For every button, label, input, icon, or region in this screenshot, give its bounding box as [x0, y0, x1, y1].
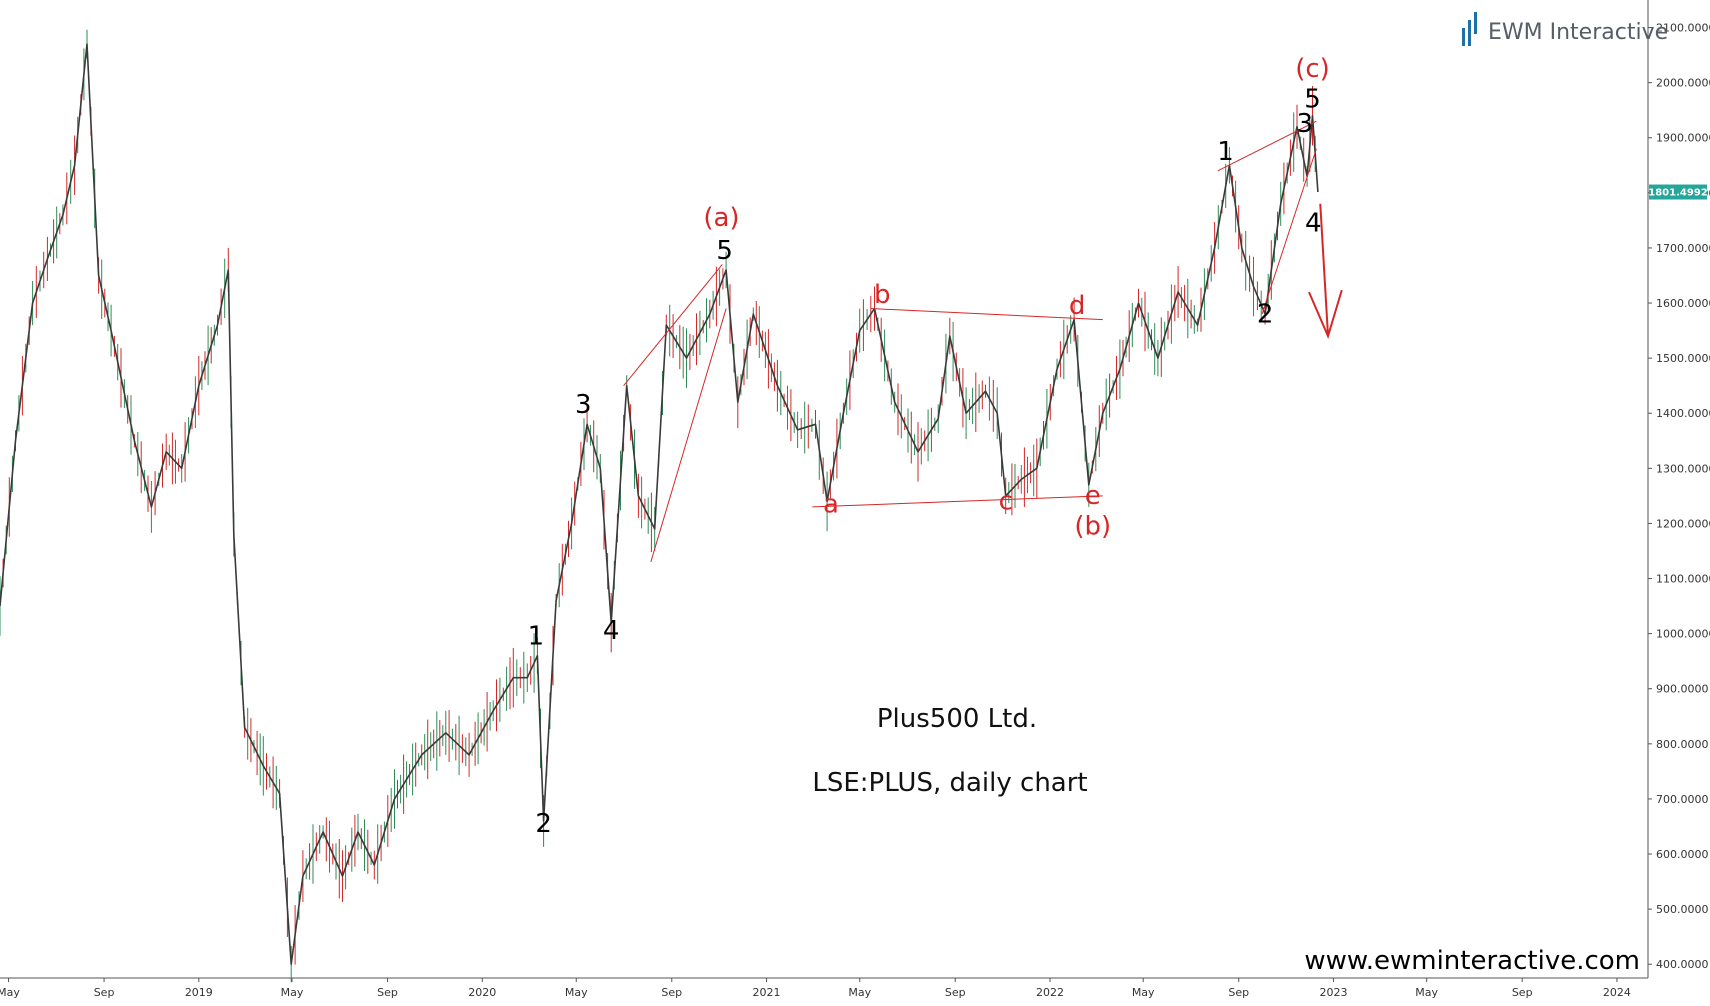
- time-tick-label: Sep: [945, 986, 966, 999]
- price-line: [0, 43, 1319, 965]
- brand-logo-text: EWM Interactive: [1488, 20, 1668, 45]
- wave-trendline: [812, 495, 1103, 508]
- wave-label: (c): [1295, 54, 1330, 84]
- wave-label: 5: [716, 236, 733, 266]
- wave-label: b: [874, 280, 891, 310]
- time-tick-label: May: [1132, 986, 1155, 999]
- wave-label: 2: [535, 809, 552, 839]
- time-tick-label: Sep: [377, 986, 398, 999]
- time-tick-label: Sep: [1512, 986, 1533, 999]
- price-tick-label: 800.0000: [1656, 738, 1709, 751]
- wave-trendline: [870, 308, 1103, 321]
- price-tick-label: 1200.0000: [1656, 517, 1710, 530]
- wave-label: a: [823, 489, 839, 519]
- wave-trendlines: [623, 120, 1317, 563]
- last-price-label: 1801.4992: [1648, 188, 1708, 199]
- wave-label: 2: [1257, 299, 1274, 329]
- wave-label: c: [999, 487, 1013, 517]
- time-tick-label: Sep: [94, 986, 115, 999]
- projection-arrow: [1308, 203, 1343, 340]
- time-tick-label: Sep: [1228, 986, 1249, 999]
- wave-label: e: [1085, 481, 1101, 511]
- time-tick-label: 2022: [1036, 986, 1064, 999]
- time-tick-label: 2024: [1603, 986, 1631, 999]
- price-tick-label: 2000.0000: [1656, 77, 1710, 90]
- time-tick-label: May: [281, 986, 304, 999]
- wave-label: 1: [1217, 137, 1234, 167]
- wave-trendline: [1217, 120, 1317, 172]
- wave-label: 4: [1305, 208, 1322, 238]
- time-tick-label: May: [0, 986, 20, 999]
- last-price-badge: [1649, 184, 1707, 200]
- time-tick-label: May: [1415, 986, 1438, 999]
- price-tick-label: 1300.0000: [1656, 462, 1710, 475]
- time-tick-label: May: [848, 986, 871, 999]
- wave-trendline: [623, 264, 723, 387]
- chart-subtitle: LSE:PLUS, daily chart: [812, 768, 1087, 798]
- time-tick-label: May: [565, 986, 588, 999]
- wave-label: 3: [575, 390, 592, 420]
- projection-arrow-shaft: [1319, 203, 1330, 337]
- wave-label: (b): [1074, 511, 1111, 541]
- brand-logo: EWM Interactive: [1462, 12, 1668, 46]
- price-tick-label: 700.0000: [1656, 793, 1709, 806]
- price-tick-label: 600.0000: [1656, 848, 1709, 861]
- wave-label: (a): [703, 203, 739, 233]
- price-tick-label: 1500.0000: [1656, 352, 1710, 365]
- wave-label: 5: [1304, 84, 1321, 114]
- wave-trendline: [650, 308, 727, 563]
- brand-url: www.ewminteractive.com: [1304, 946, 1640, 976]
- logo-bars-icon: [1462, 12, 1477, 46]
- wave-label: 4: [603, 616, 620, 646]
- wave-label: d: [1069, 291, 1086, 321]
- price-tick-label: 400.0000: [1656, 958, 1709, 971]
- time-axis: May Sep 2019 May Sep 2020 May Sep 2021 May Sep 2022…: [0, 977, 1648, 999]
- price-tick-label: 1700.0000: [1656, 242, 1710, 255]
- time-tick-label: Sep: [661, 986, 682, 999]
- wave-trendline: [1261, 148, 1317, 315]
- price-tick-label: 2100.0000: [1656, 22, 1710, 35]
- price-tick-label: 1600.0000: [1656, 297, 1710, 310]
- time-tick-label: 2023: [1319, 986, 1347, 999]
- projection-arrow-head: [1308, 289, 1343, 340]
- wave-label: 1: [528, 622, 545, 652]
- price-tick-label: 1100.0000: [1656, 573, 1710, 586]
- price-tick-label: 1400.0000: [1656, 407, 1710, 420]
- chart-title: Plus500 Ltd.: [877, 704, 1037, 734]
- time-tick-label: 2020: [468, 986, 496, 999]
- time-tick-label: 2021: [753, 986, 781, 999]
- wave-label: 3: [1296, 109, 1313, 139]
- price-tick-label: 1000.0000: [1656, 628, 1710, 641]
- price-tick-label: 1900.0000: [1656, 132, 1710, 145]
- time-tick-label: 2019: [185, 986, 213, 999]
- price-tick-label: 500.0000: [1656, 903, 1709, 916]
- last-price-marker: 1801.4992: [1648, 184, 1708, 200]
- price-tick-label: 900.0000: [1656, 683, 1709, 696]
